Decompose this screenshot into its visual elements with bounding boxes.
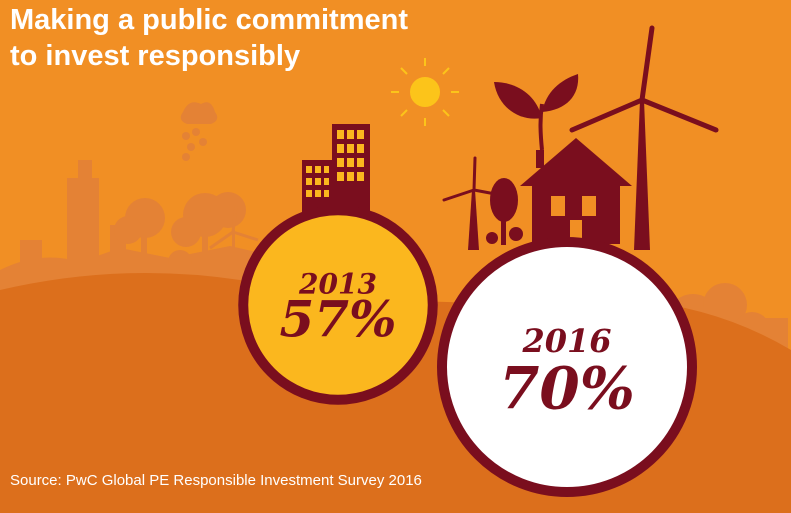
sun-icon [391,58,459,126]
wind-turbine-icon [442,25,719,250]
buildings-icon [302,124,370,212]
title-line-1: Making a public commitment [10,4,408,36]
bubble-2016 [437,237,697,497]
year-label-2013: 2013 [298,268,377,301]
page-title: Making a public commitment to invest res… [10,2,408,74]
value-label-2016: 70% [499,354,635,422]
house-icon [486,74,632,245]
title-line-2: to invest responsibly [10,40,301,72]
value-label-2013: 57% [279,289,396,348]
source-note: Source: PwC Global PE Responsible Invest… [10,472,422,489]
bubble-2013 [238,205,438,405]
year-label-2016: 2016 [521,322,611,360]
